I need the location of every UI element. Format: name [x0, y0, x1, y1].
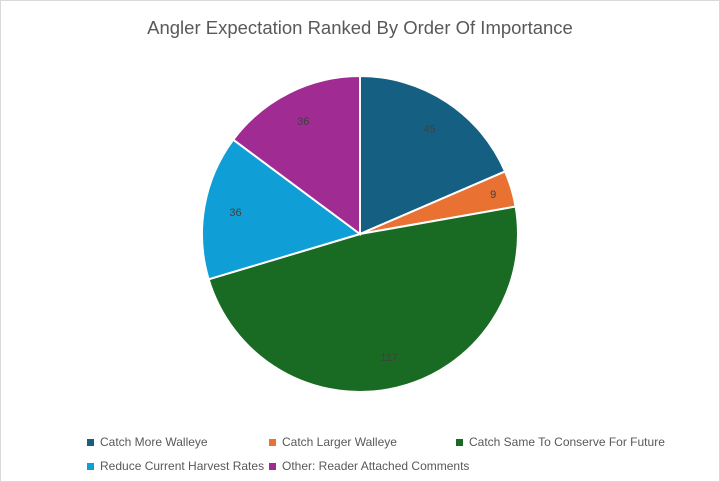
legend-swatch: [456, 438, 463, 446]
data-label-catch-larger-walleye: 9: [490, 189, 496, 201]
pie-slice-other-reader-attached-comments: [231, 74, 361, 236]
legend-item-reduce-current-harvest-rates: Reduce Current Harvest Rates: [87, 459, 264, 473]
legend-swatch: [269, 438, 276, 446]
legend-swatch: [87, 438, 94, 446]
legend-label: Catch More Walleye: [100, 435, 208, 449]
data-label-reduce-current-harvest-rates: 36: [229, 207, 241, 219]
legend-swatch: [269, 462, 276, 470]
pie-slice-catch-more-walleye: [359, 74, 507, 236]
legend-label: Catch Larger Walleye: [282, 435, 397, 449]
pie-slice-reduce-current-harvest-rates: [201, 138, 363, 281]
pie-chart: 45 9 117 36 36: [201, 74, 519, 393]
legend-label: Reduce Current Harvest Rates: [100, 459, 265, 473]
legend-swatch: [87, 462, 94, 470]
legend-item-catch-same-to-conserve-for-future: Catch Same To Conserve For Future: [456, 435, 665, 449]
legend-label: Other: Reader Attached Comments: [282, 459, 470, 473]
legend-item-catch-larger-walleye: Catch Larger Walleye: [269, 435, 397, 449]
chart-title: Angler Expectation Ranked By Order Of Im…: [147, 17, 573, 38]
data-label-catch-same-to-conserve-for-future: 117: [380, 352, 398, 364]
data-label-catch-more-walleye: 45: [423, 123, 435, 135]
legend-item-catch-more-walleye: Catch More Walleye: [87, 435, 208, 449]
pie-slice-catch-same-to-conserve-for-future: [207, 205, 519, 393]
data-label-other-reader-attached-comments: 36: [297, 116, 309, 128]
legend-label: Catch Same To Conserve For Future: [469, 435, 665, 449]
legend-item-other-reader-attached-comments: Other: Reader Attached Comments: [269, 459, 469, 473]
